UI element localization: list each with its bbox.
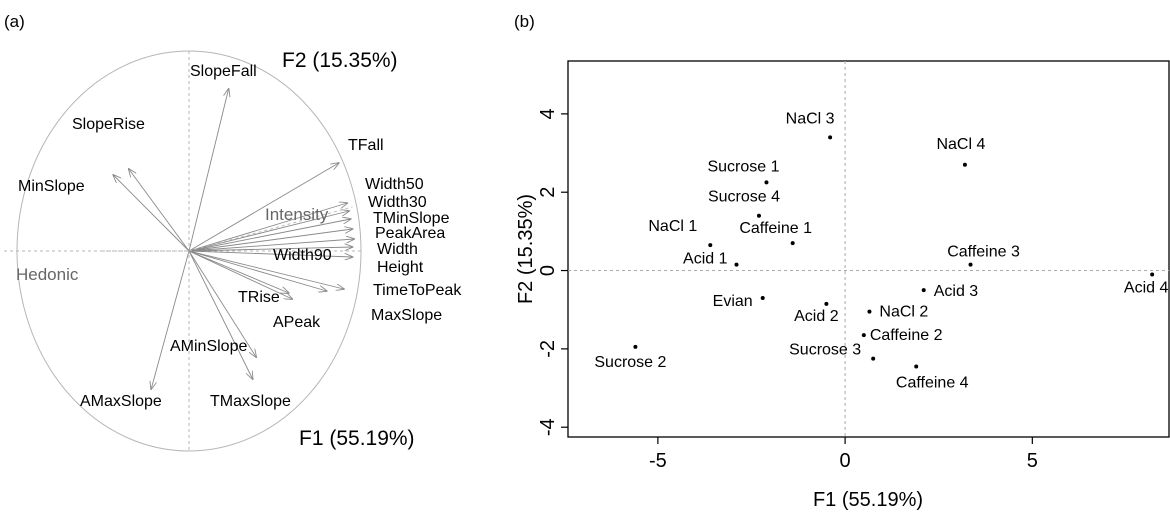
point-nacl-3 bbox=[828, 135, 833, 140]
axis-f1-label: F1 (55.19%) bbox=[299, 427, 415, 450]
point-label-sucrose-1: Sucrose 1 bbox=[707, 158, 779, 175]
vector-label-width50: Width50 bbox=[365, 176, 424, 193]
point-acid-2 bbox=[824, 301, 829, 306]
vector-label-width30: Width30 bbox=[368, 194, 427, 211]
point-caffeine-3 bbox=[968, 262, 973, 267]
point-nacl-2 bbox=[867, 309, 872, 314]
point-acid-4 bbox=[1150, 272, 1155, 277]
vector-aminslope bbox=[188, 250, 256, 357]
point-label-nacl-4: NaCl 4 bbox=[936, 136, 985, 153]
vector-sloperise bbox=[129, 169, 190, 252]
vector-apeak bbox=[188, 250, 292, 299]
x-axis-label: F1 (55.19%) bbox=[813, 489, 923, 511]
vector-label-trise: TRise bbox=[238, 289, 280, 306]
vector-width90 bbox=[188, 247, 352, 252]
point-caffeine-1 bbox=[790, 241, 795, 246]
point-label-acid-4: Acid 4 bbox=[1124, 279, 1169, 296]
vector-slopefall bbox=[188, 89, 229, 252]
vector-maxslope bbox=[188, 250, 327, 291]
vector-label-width: Width bbox=[377, 241, 418, 258]
point-label-acid-2: Acid 2 bbox=[794, 308, 839, 325]
point-acid-3 bbox=[921, 288, 926, 293]
x-tick-label: 5 bbox=[1027, 450, 1038, 472]
point-label-caffeine-2: Caffeine 2 bbox=[870, 327, 943, 344]
point-label-sucrose-3: Sucrose 3 bbox=[789, 342, 861, 359]
vector-label-sloperise: SlopeRise bbox=[72, 116, 145, 133]
vector-label-group: SlopeFallSlopeRiseMinSlopeTFallWidth50Wi… bbox=[16, 63, 462, 410]
vector-width bbox=[188, 239, 354, 252]
vector-tminslope bbox=[188, 219, 351, 252]
point-sucrose-4 bbox=[756, 213, 761, 218]
supplementary-vector-intensity bbox=[188, 206, 353, 252]
point-sucrose-1 bbox=[764, 180, 769, 185]
point-label-nacl-2: NaCl 2 bbox=[879, 304, 928, 321]
point-label-evian: Evian bbox=[713, 293, 753, 310]
axis-f2-label: F2 (15.35%) bbox=[282, 49, 398, 72]
point-label-caffeine-1: Caffeine 1 bbox=[739, 220, 812, 237]
correlation-circle-chart: SlopeFallSlopeRiseMinSlopeTFallWidth50Wi… bbox=[4, 49, 462, 452]
point-acid-1 bbox=[734, 262, 739, 267]
supplementary-label-intensity: Intensity bbox=[265, 205, 329, 224]
point-sucrose-2 bbox=[633, 344, 638, 349]
point-label-nacl-3: NaCl 3 bbox=[786, 110, 835, 127]
point-label-nacl-1: NaCl 1 bbox=[648, 218, 697, 235]
x-tick-label: 0 bbox=[840, 450, 851, 472]
vector-label-peakarea: PeakArea bbox=[375, 225, 445, 242]
point-caffeine-2 bbox=[861, 333, 866, 338]
vector-label-height: Height bbox=[377, 259, 424, 276]
point-label-sucrose-4: Sucrose 4 bbox=[708, 189, 780, 206]
vector-label-maxslope: MaxSlope bbox=[371, 307, 442, 324]
vector-width30 bbox=[188, 211, 349, 252]
point-evian bbox=[760, 295, 765, 300]
point-nacl-4 bbox=[962, 162, 967, 167]
vector-tmaxslope bbox=[188, 250, 253, 379]
point-caffeine-4 bbox=[914, 364, 919, 369]
point-label-acid-3: Acid 3 bbox=[934, 283, 979, 300]
vector-label-tminslope: TMinSlope bbox=[373, 210, 450, 227]
vector-label-slopefall: SlopeFall bbox=[190, 63, 257, 80]
panel-a-label: (a) bbox=[4, 12, 25, 31]
point-nacl-1 bbox=[708, 243, 713, 248]
vector-tfall bbox=[188, 163, 339, 252]
vector-group bbox=[103, 89, 354, 389]
x-tick-label: -5 bbox=[649, 450, 667, 472]
vector-label-width90: Width90 bbox=[273, 247, 332, 264]
vector-height bbox=[188, 250, 352, 257]
point-group: NaCl 3 NaCl 4 Sucrose 1 Sucrose 4 Caffeine 1… bbox=[594, 110, 1168, 391]
vector-minslope bbox=[113, 175, 190, 252]
vector-label-amaxslope: AMaxSlope bbox=[80, 393, 162, 410]
panel-b-label: (b) bbox=[514, 12, 535, 31]
point-label-acid-1: Acid 1 bbox=[683, 251, 728, 268]
vector-label-apeak: APeak bbox=[273, 314, 321, 331]
vector-label-minslope: MinSlope bbox=[18, 178, 85, 195]
point-label-caffeine-4: Caffeine 4 bbox=[896, 375, 969, 392]
vector-width50 bbox=[188, 203, 347, 252]
vector-trise bbox=[188, 250, 289, 293]
vector-peakarea bbox=[188, 229, 352, 252]
vector-amaxslope bbox=[151, 250, 190, 389]
point-label-caffeine-3: Caffeine 3 bbox=[947, 244, 1020, 261]
supplementary-label-hedonic: Hedonic bbox=[16, 265, 79, 284]
point-label-sucrose-2: Sucrose 2 bbox=[594, 354, 666, 371]
vector-label-tmaxslope: TMaxSlope bbox=[210, 393, 291, 410]
vector-timetopeak bbox=[188, 250, 344, 289]
vector-label-timetopeak: TimeToPeak bbox=[373, 282, 462, 299]
plot-frame bbox=[567, 60, 1170, 438]
vector-label-aminslope: AMinSlope bbox=[170, 338, 247, 355]
point-sucrose-3 bbox=[871, 356, 876, 361]
x-tick-group: -5 0 5 bbox=[649, 437, 1038, 472]
vector-label-tfall: TFall bbox=[348, 137, 384, 154]
